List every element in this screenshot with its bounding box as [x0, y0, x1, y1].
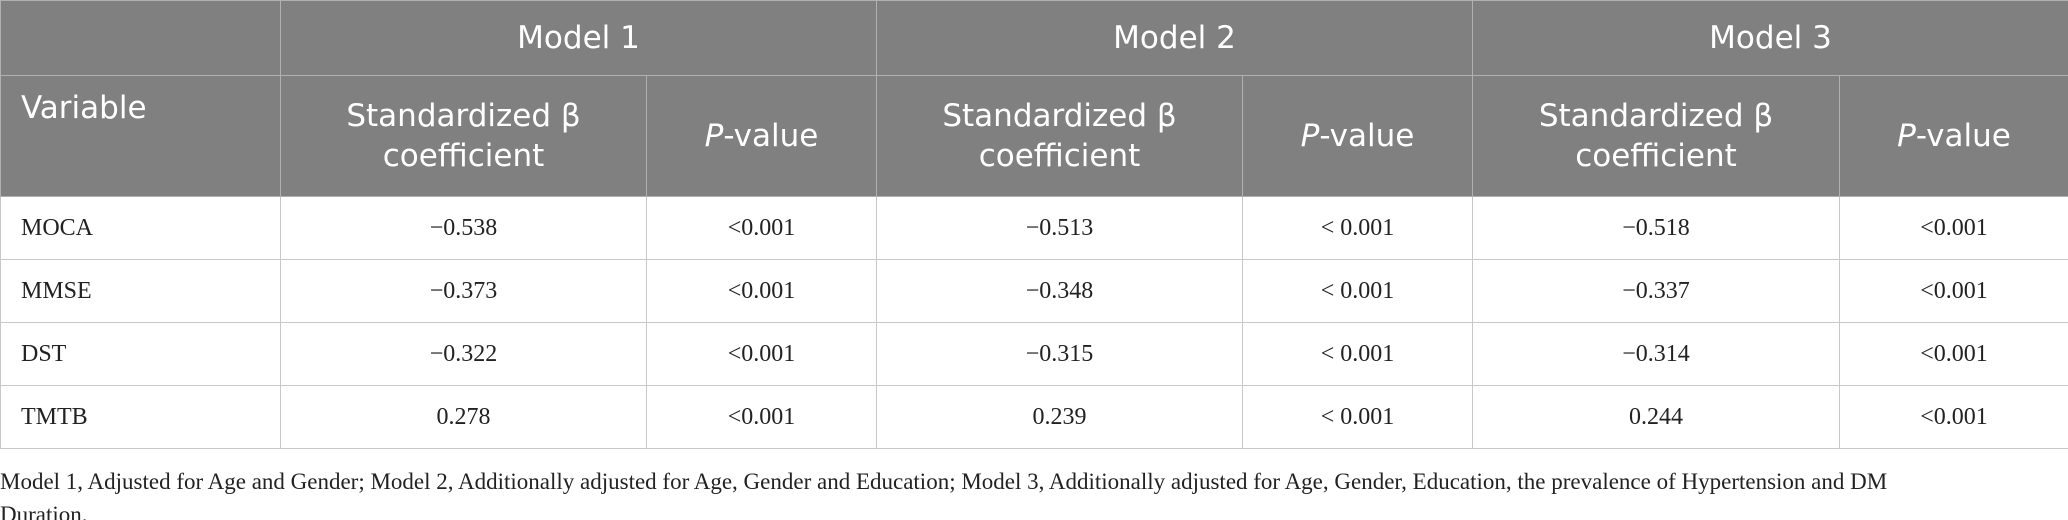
- column-header: P-value: [1839, 75, 2068, 197]
- value-cell: <0.001: [1839, 196, 2068, 260]
- results-table: Model 1 Model 2 Model 3 Variable Standardiz…: [0, 0, 2068, 449]
- variable-cell: TMTB: [0, 385, 281, 449]
- column-header: P-value: [646, 75, 877, 197]
- value-cell: < 0.001: [1242, 196, 1473, 260]
- table-body: MOCA −0.538 <0.001 −0.513 < 0.001 −0.518 <0.00…: [0, 196, 2068, 449]
- value-cell: 0.239: [876, 385, 1243, 449]
- column-header: Variable: [0, 75, 281, 197]
- column-header: P-value: [1242, 75, 1473, 197]
- table-row: MOCA −0.538 <0.001 −0.513 < 0.001 −0.518 <0.00…: [0, 196, 2068, 260]
- model-header: Model 1: [280, 0, 877, 76]
- value-cell: −0.337: [1472, 259, 1840, 323]
- value-cell: 0.278: [280, 385, 647, 449]
- value-cell: −0.518: [1472, 196, 1840, 260]
- value-cell: 0.244: [1472, 385, 1840, 449]
- value-cell: −0.513: [876, 196, 1243, 260]
- value-cell: −0.314: [1472, 322, 1840, 386]
- italic-part: P: [704, 118, 724, 154]
- variable-cell: MOCA: [0, 196, 281, 260]
- table-row: MMSE −0.373 <0.001 −0.348 < 0.001 −0.337 <0.00…: [0, 259, 2068, 323]
- variable-cell: MMSE: [0, 259, 281, 323]
- value-cell: <0.001: [1839, 322, 2068, 386]
- value-cell: <0.001: [646, 385, 877, 449]
- column-header: Standardized β coefficient: [876, 75, 1243, 197]
- empty-header: [0, 0, 281, 76]
- model-header: Model 2: [876, 0, 1473, 76]
- value-cell: −0.538: [280, 196, 647, 260]
- italic-part: P: [1300, 118, 1320, 154]
- model-header: Model 3: [1472, 0, 2068, 76]
- value-cell: < 0.001: [1242, 259, 1473, 323]
- column-header-row: Variable Standardized β coefficient P-valu…: [0, 75, 2068, 197]
- value-cell: −0.315: [876, 322, 1243, 386]
- variable-cell: DST: [0, 322, 281, 386]
- column-header: Standardized β coefficient: [1472, 75, 1840, 197]
- model-header-row: Model 1 Model 2 Model 3: [0, 0, 2068, 76]
- footnote: Model 1, Adjusted for Age and Gender; Mo…: [0, 469, 1888, 520]
- table-row: DST −0.322 <0.001 −0.315 < 0.001 −0.314 <0.001: [0, 322, 2068, 386]
- value-cell: <0.001: [646, 196, 877, 260]
- italic-part: P: [1897, 118, 1916, 154]
- value-cell: <0.001: [646, 259, 877, 323]
- value-cell: −0.348: [876, 259, 1243, 323]
- value-cell: < 0.001: [1242, 385, 1473, 449]
- value-cell: <0.001: [1839, 259, 2068, 323]
- text-part: -value: [1319, 118, 1415, 154]
- value-cell: <0.001: [646, 322, 877, 386]
- text-part: -value: [723, 118, 819, 154]
- text-part: -value: [1915, 118, 2011, 154]
- value-cell: < 0.001: [1242, 322, 1473, 386]
- table-row: TMTB 0.278 <0.001 0.239 < 0.001 0.244 <0.001: [0, 385, 2068, 449]
- value-cell: <0.001: [1839, 385, 2068, 449]
- value-cell: −0.322: [280, 322, 647, 386]
- column-header: Standardized β coefficient: [280, 75, 647, 197]
- value-cell: −0.373: [280, 259, 647, 323]
